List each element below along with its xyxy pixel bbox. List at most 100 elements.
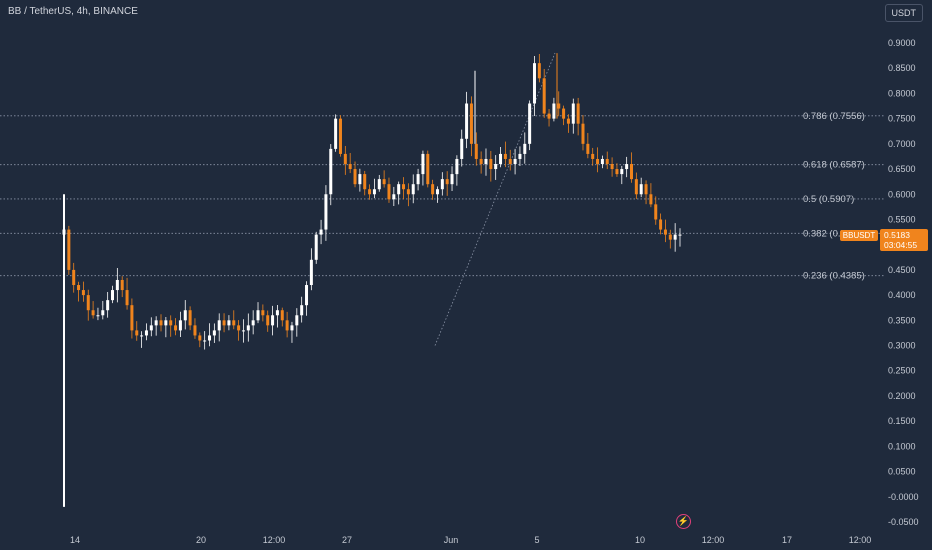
candle-body (576, 103, 580, 124)
candle-body (460, 138, 464, 159)
candle-body (397, 184, 401, 195)
candle-body (406, 189, 410, 195)
time-axis[interactable]: 14 20 12:00 27 Jun 5 10 12:00 17 12:00 (70, 535, 871, 545)
candle-body (324, 194, 328, 230)
fib-level-label: 0.236 (0.4385) (803, 271, 865, 282)
y-tick-label: -0.0000 (888, 492, 919, 502)
y-tick-label: 0.0500 (888, 467, 916, 477)
x-tick-label: 17 (782, 535, 792, 545)
candle-body (178, 320, 182, 331)
candle-body (266, 315, 270, 326)
y-tick-label: 0.9000 (888, 38, 916, 48)
candle-body (130, 305, 134, 331)
candle-body (174, 325, 178, 331)
x-tick-label: 14 (70, 535, 80, 545)
candle-body (484, 158, 488, 165)
candle-body (542, 78, 546, 114)
candle-body (596, 158, 600, 165)
candle-body (479, 158, 483, 165)
candle-body (547, 113, 551, 119)
y-tick-label: 0.3000 (888, 341, 916, 351)
candle-body (188, 310, 192, 326)
candle-body (86, 295, 90, 311)
candle-body (140, 335, 144, 337)
candle-body (489, 158, 493, 170)
candle-body (222, 320, 226, 326)
candle-body (440, 179, 444, 190)
candle-body (183, 310, 187, 321)
candle-body (334, 118, 338, 149)
candle-body (402, 184, 406, 190)
candle-body (625, 164, 629, 170)
candle-body (532, 63, 536, 104)
candle-body (125, 290, 129, 306)
candle-body (106, 300, 110, 311)
y-tick-label: 0.4500 (888, 265, 916, 275)
candle-body (309, 259, 313, 286)
currency-button[interactable]: USDT (884, 4, 923, 22)
candle-body (319, 229, 323, 235)
candle-body (193, 325, 197, 336)
candle-body (343, 153, 347, 165)
fib-level-label: 0.786 (0.7556) (803, 111, 865, 122)
candle-body (285, 320, 289, 331)
candle-body (639, 184, 643, 195)
candle-body (154, 320, 158, 326)
pair-title: BB / TetherUS, 4h, BINANCE (8, 6, 138, 17)
candle-body (431, 184, 435, 195)
candle-body (300, 305, 304, 316)
candle-body (261, 310, 265, 316)
x-tick-label: 27 (342, 535, 352, 545)
candle-body (305, 285, 309, 306)
candle-body (499, 153, 503, 165)
y-tick-label: 0.2000 (888, 391, 916, 401)
candle-body (450, 174, 454, 185)
x-tick-label: Jun (444, 535, 459, 545)
candle-body (562, 108, 566, 119)
candle-body (503, 153, 507, 159)
candle-body (67, 229, 71, 270)
candle-body (518, 153, 522, 159)
candle-body (513, 158, 517, 165)
fib-level-label: 0.5 (0.5907) (803, 194, 854, 205)
candle-body (654, 204, 658, 220)
price-tag: 0.5183 03:04:55 (880, 229, 928, 251)
y-tick-label: 0.1500 (888, 416, 916, 426)
y-tick-label: 0.3500 (888, 315, 916, 325)
candle-body (469, 103, 473, 144)
candle-body (144, 330, 148, 336)
candle-body (435, 189, 439, 195)
y-tick-label: 0.5500 (888, 214, 916, 224)
y-tick-label: 0.8500 (888, 63, 916, 73)
price-axis[interactable]: 0.9000 0.8500 0.8000 0.7500 0.7000 0.6500 0.60… (888, 38, 919, 527)
candle-body (368, 189, 372, 195)
candle-body (605, 158, 609, 165)
candle-body (241, 330, 245, 332)
candle-body (663, 229, 667, 235)
candle-body (455, 158, 459, 175)
candle-body (271, 315, 275, 326)
candle-body (81, 290, 85, 296)
x-tick-label: 12:00 (263, 535, 286, 545)
candle-body (208, 335, 212, 341)
fib-level-label: 0.382 (0.5226) (803, 228, 865, 239)
y-tick-label: 0.8000 (888, 88, 916, 98)
candle-body (591, 153, 595, 159)
candle-body (280, 310, 284, 321)
candle-body (338, 118, 342, 154)
candle-body (232, 320, 236, 326)
flash-icon[interactable]: ⚡ (676, 514, 691, 529)
candle-body (237, 325, 241, 331)
candle-body (528, 103, 532, 144)
candle-body (164, 320, 168, 326)
candle-body (416, 174, 420, 185)
candle-body (246, 325, 250, 331)
candle-body (363, 174, 367, 190)
fib-retracement: 0.786 (0.7556) 0.618 (0.6587) 0.5 (0.5907)… (0, 111, 884, 282)
candle-body (387, 184, 391, 200)
candle-body (77, 285, 81, 291)
candle-body (217, 320, 221, 331)
candle-body (275, 310, 279, 316)
candle-body (256, 310, 260, 321)
